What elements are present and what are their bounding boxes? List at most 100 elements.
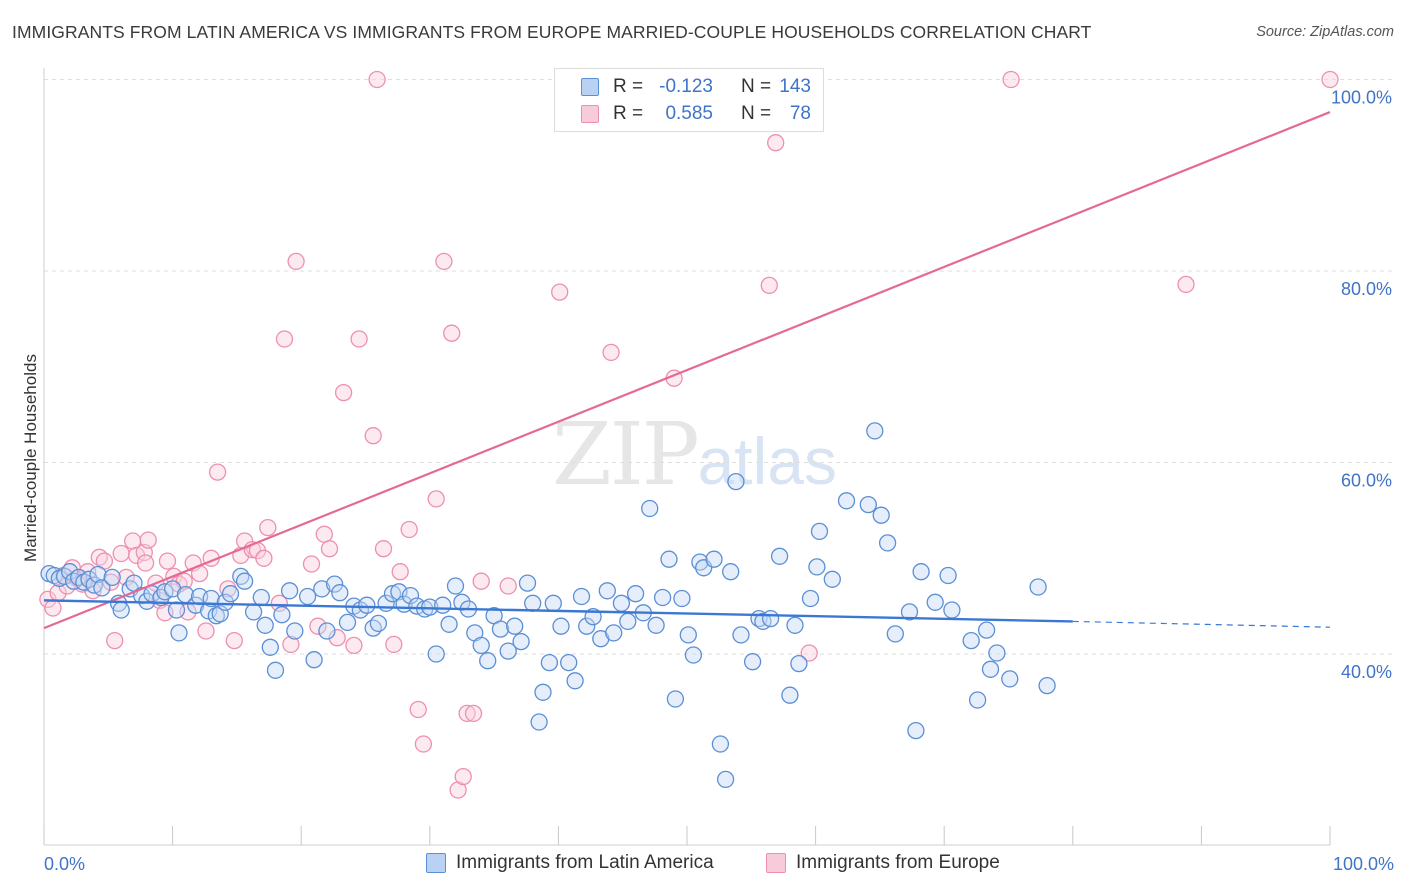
data-point: [647, 616, 665, 634]
data-point: [427, 645, 445, 663]
data-point: [328, 629, 346, 647]
x-tick-label: 100.0%: [1333, 854, 1394, 874]
data-point: [302, 555, 321, 573]
data-point: [499, 642, 517, 660]
data-point: [472, 572, 490, 590]
data-point: [767, 134, 785, 152]
legend-item-latin-america[interactable]: Immigrants from Latin America: [426, 852, 714, 874]
data-point: [926, 593, 944, 611]
data-point: [280, 582, 299, 600]
data-point: [534, 683, 552, 701]
data-point: [878, 534, 897, 552]
data-point: [716, 770, 735, 789]
data-point: [939, 566, 957, 585]
data-point: [61, 563, 79, 581]
data-point: [55, 567, 74, 586]
data-point: [808, 558, 826, 576]
legend-swatch-latin-america: [581, 78, 599, 96]
data-point: [1038, 676, 1056, 695]
data-point: [440, 615, 458, 633]
data-point: [259, 518, 277, 537]
data-point: [566, 672, 584, 690]
data-point: [400, 520, 418, 539]
data-point: [401, 586, 420, 605]
data-point: [435, 252, 453, 271]
data-point: [458, 704, 476, 723]
data-point: [225, 631, 243, 650]
data-point: [981, 660, 1000, 678]
data-point: [286, 622, 304, 640]
data-point: [318, 622, 336, 640]
legend-item-europe[interactable]: Immigrants from Europe: [766, 852, 1000, 874]
data-point: [446, 577, 465, 595]
data-point: [612, 594, 631, 612]
watermark: ZIPatlas: [552, 405, 837, 505]
data-point: [760, 276, 778, 295]
data-point: [443, 324, 461, 342]
data-point: [1321, 70, 1339, 89]
data-point: [499, 577, 517, 595]
data-point: [491, 620, 510, 638]
data-point: [409, 700, 427, 719]
data-point: [453, 593, 471, 611]
data-point: [320, 540, 339, 558]
data-point: [112, 544, 130, 563]
legend-label-latin-america: Immigrants from Latin America: [456, 852, 714, 873]
data-point: [338, 613, 357, 632]
data-point: [907, 721, 925, 740]
legend-r-value: -0.123: [659, 76, 713, 97]
data-point: [216, 593, 234, 611]
data-point: [139, 531, 157, 549]
data-point: [977, 621, 996, 639]
y-axis-label: Married-couple Households: [21, 354, 40, 562]
data-point: [722, 563, 740, 581]
data-point: [313, 580, 331, 598]
data-point: [472, 636, 490, 655]
data-point: [244, 603, 263, 621]
data-point: [790, 654, 808, 673]
data-point: [660, 550, 678, 568]
data-point: [859, 495, 877, 514]
data-point: [345, 636, 363, 655]
data-point: [112, 601, 130, 619]
data-point: [506, 617, 524, 635]
data-point: [427, 490, 445, 508]
data-point: [266, 661, 285, 679]
data-point: [256, 616, 274, 634]
chart-title: IMMIGRANTS FROM LATIN AMERICA VS IMMIGRA…: [12, 22, 1092, 42]
watermark-zip: ZIP: [552, 405, 700, 505]
legend-r-label: R =: [613, 103, 644, 124]
data-point: [434, 596, 452, 614]
data-point: [786, 616, 804, 634]
trend-line-latin-america: [43, 599, 1073, 623]
legend-row-europe: R = 0.585 N = 78: [581, 102, 811, 126]
data-point: [641, 499, 659, 518]
data-point: [364, 619, 382, 637]
data-point: [626, 585, 645, 603]
data-point: [1002, 70, 1020, 89]
data-point: [727, 472, 745, 491]
data-point: [988, 644, 1006, 662]
legend-row-latin-america: R = -0.123 N = 143: [581, 75, 811, 99]
data-point: [801, 589, 820, 608]
data-point: [653, 588, 672, 607]
data-point: [315, 525, 333, 543]
data-point: [673, 589, 691, 608]
data-point: [368, 70, 386, 89]
data-point: [298, 587, 317, 606]
stats-legend: R = -0.123 N = 143 R = 0.585 N = 78: [554, 68, 824, 132]
data-point: [89, 565, 107, 584]
data-point: [334, 383, 353, 402]
trend-line-europe: [43, 111, 1331, 630]
data-point: [968, 691, 987, 709]
data-point: [743, 653, 762, 671]
data-point: [221, 585, 240, 603]
data-point: [540, 653, 559, 672]
data-point: [454, 767, 472, 786]
data-point: [684, 646, 703, 664]
data-point: [103, 568, 121, 587]
data-point: [305, 651, 323, 669]
data-point: [1029, 578, 1047, 596]
x-tick-label: 0.0%: [44, 854, 85, 874]
data-point: [711, 735, 730, 753]
